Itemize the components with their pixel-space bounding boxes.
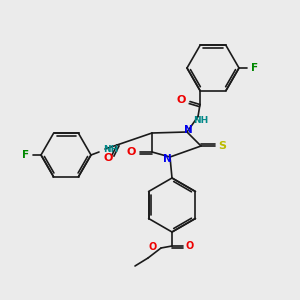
Text: N: N	[184, 125, 192, 135]
Text: O: O	[186, 241, 194, 251]
Text: O: O	[103, 153, 113, 163]
Text: NH: NH	[194, 116, 208, 125]
Text: F: F	[22, 150, 29, 160]
Text: O: O	[149, 242, 157, 252]
Text: O: O	[127, 147, 136, 157]
Text: F: F	[251, 63, 258, 73]
Text: S: S	[218, 141, 226, 151]
Text: N: N	[163, 154, 171, 164]
Text: NH: NH	[103, 145, 118, 154]
Text: O: O	[177, 94, 186, 104]
